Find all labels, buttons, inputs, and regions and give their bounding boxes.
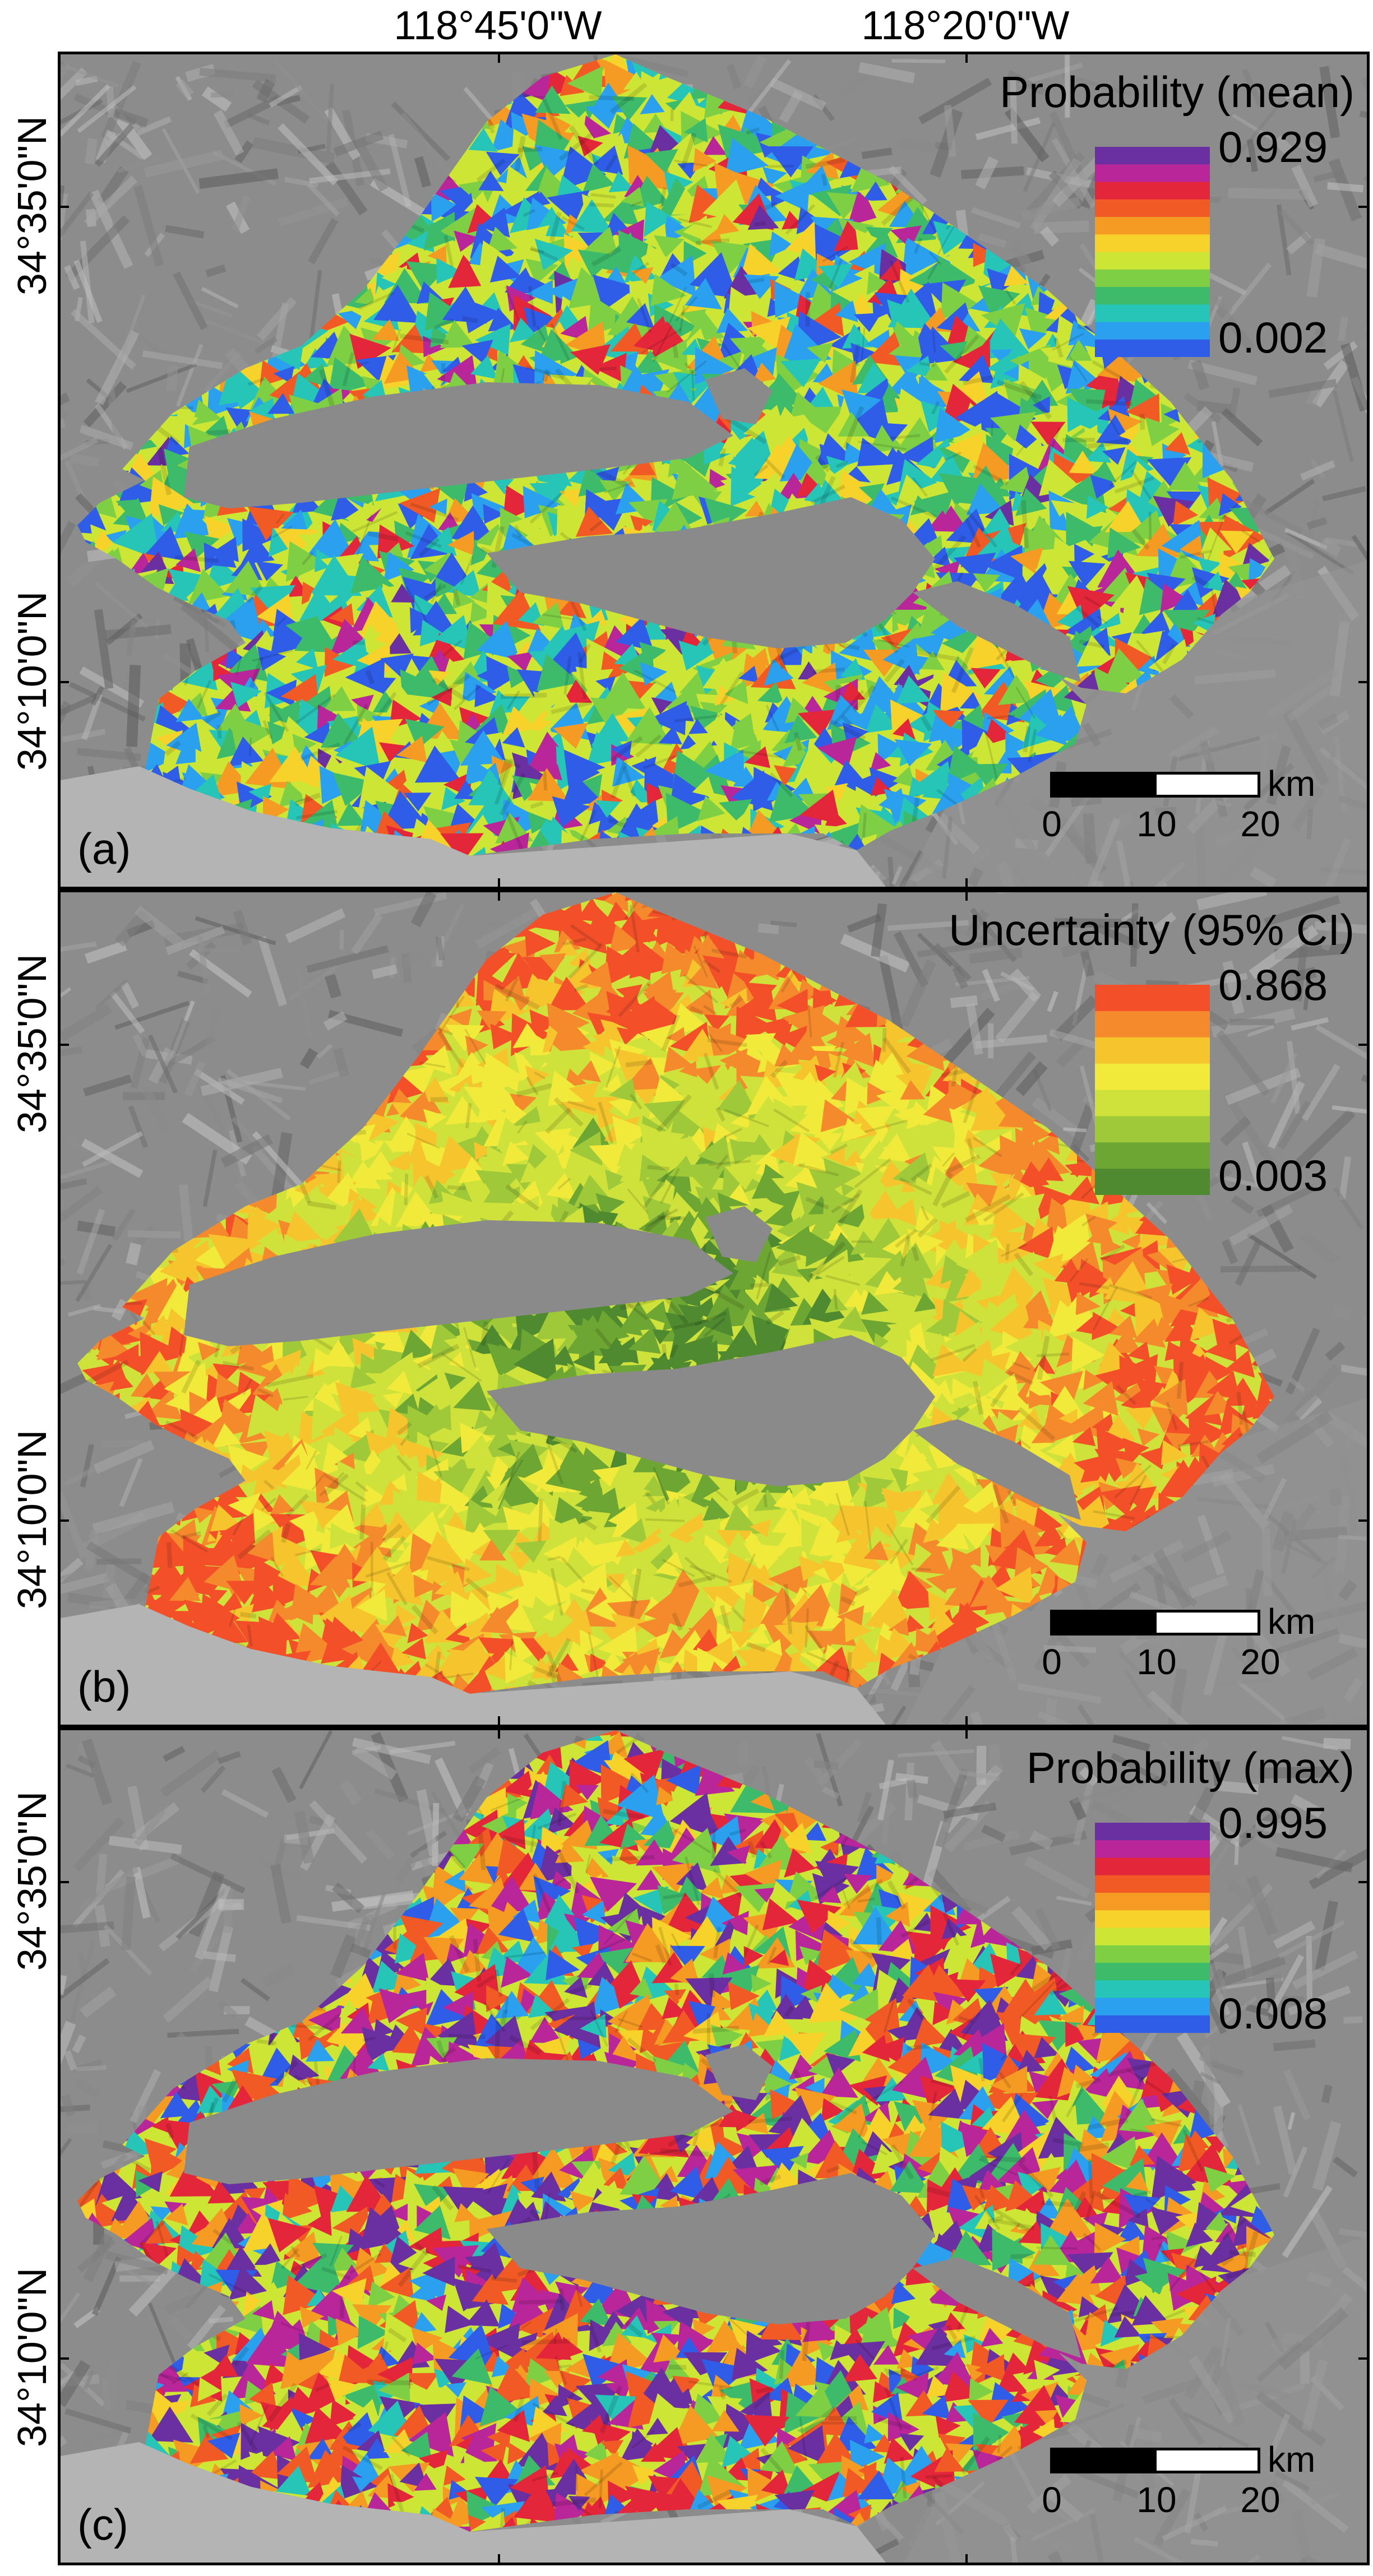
scale-bar-tick-20: 20: [1240, 804, 1280, 844]
frame-tick: [965, 889, 968, 901]
frame-tick: [498, 1716, 500, 1727]
scale-bar-unit: km: [1268, 763, 1316, 804]
legend-title: Probability (mean): [1000, 67, 1354, 117]
scale-bar-white-segment: [1154, 2448, 1260, 2473]
legend-title: Uncertainty (95% CI): [949, 905, 1354, 955]
frame-tick: [1358, 206, 1370, 208]
scale-bar-tick-0: 0: [1042, 2480, 1062, 2520]
frame-tick: [498, 889, 500, 901]
frame-tick: [1358, 681, 1370, 683]
scale-bar-unit: km: [1268, 1601, 1316, 1642]
frame-tick: [498, 2554, 500, 2565]
legend-title: Probability (max): [1026, 1743, 1354, 1792]
scale-bar-tick-10: 10: [1136, 804, 1177, 844]
legend-max-value: 0.995: [1218, 1798, 1328, 1847]
legend-min-value: 0.008: [1218, 1989, 1328, 2038]
colorbar: [1095, 147, 1210, 357]
colorbar: [1095, 985, 1210, 1195]
map-panel-a: Probability (mean) 0.929 0.002 (a) km 0 …: [58, 52, 1370, 889]
frame-tick: [498, 878, 500, 889]
map-canvas-c: [61, 1730, 1367, 2563]
frame-tick: [965, 878, 968, 889]
longitude-label-2: 118°20'0"W: [861, 3, 1070, 48]
frame-tick: [965, 1727, 968, 1739]
legend-min-value: 0.003: [1218, 1151, 1328, 1200]
frame-tick: [1358, 1881, 1370, 1883]
frame-tick: [58, 1519, 69, 1522]
legend-max-value: 0.868: [1218, 960, 1328, 1009]
longitude-label-1: 118°45'0"W: [394, 3, 602, 48]
scale-bar-white-segment: [1154, 1610, 1260, 1636]
frame-tick: [1358, 1519, 1370, 1522]
scale-bar-tick-20: 20: [1240, 2480, 1280, 2520]
frame-tick: [1358, 1044, 1370, 1046]
scale-bar-tick-0: 0: [1042, 804, 1062, 844]
frame-tick: [965, 1716, 968, 1727]
panel-label: (c): [77, 2500, 128, 2549]
scale-bar-tick-10: 10: [1136, 2480, 1177, 2520]
frame-tick: [1358, 2357, 1370, 2360]
frame-tick: [58, 1881, 69, 1883]
frame-tick: [965, 52, 968, 63]
frame-tick: [498, 52, 500, 63]
legend-min-value: 0.002: [1218, 313, 1328, 362]
frame-tick: [498, 1727, 500, 1739]
map-panel-b: Uncertainty (95% CI) 0.868 0.003 (b) km …: [58, 889, 1370, 1727]
frame-tick: [58, 681, 69, 683]
scale-bar-tick-20: 20: [1240, 1642, 1280, 1682]
scale-bar-black-segment: [1050, 772, 1157, 798]
scale-bar-white-segment: [1154, 772, 1260, 798]
frame-tick: [58, 206, 69, 208]
colorbar: [1095, 1823, 1210, 2033]
frame-tick: [58, 2357, 69, 2360]
scale-bar: km 0 10 20: [1042, 764, 1315, 873]
legend-max-value: 0.929: [1218, 122, 1328, 172]
scale-bar-tick-0: 0: [1042, 1642, 1062, 1682]
frame-tick: [58, 1044, 69, 1046]
scale-bar-black-segment: [1050, 2448, 1157, 2473]
panel-label: (a): [77, 824, 131, 873]
frame-tick: [965, 2554, 968, 2565]
map-panel-c: Probability (max) 0.995 0.008 (c) km 0 1…: [58, 1727, 1370, 2565]
scale-bar: km 0 10 20: [1042, 2440, 1315, 2549]
scale-bar-black-segment: [1050, 1610, 1157, 1636]
scale-bar: km 0 10 20: [1042, 1602, 1315, 1711]
scale-bar-tick-10: 10: [1136, 1642, 1177, 1682]
scale-bar-unit: km: [1268, 2439, 1316, 2480]
map-canvas-b: [61, 892, 1367, 1725]
panel-label: (b): [77, 1662, 131, 1711]
